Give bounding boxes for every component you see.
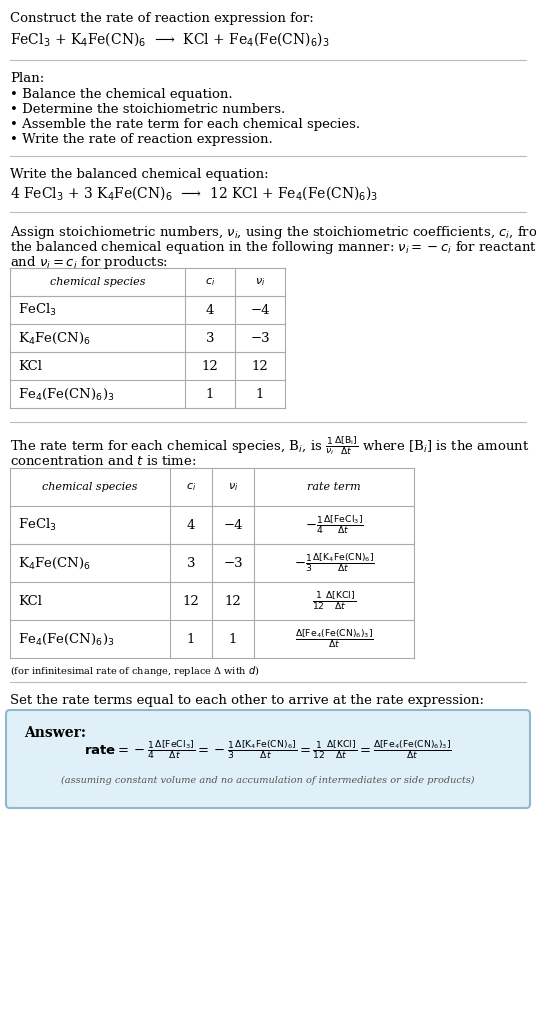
Text: Fe$_4$(Fe(CN)$_6$)$_3$: Fe$_4$(Fe(CN)$_6$)$_3$: [18, 386, 115, 402]
Text: • Balance the chemical equation.: • Balance the chemical equation.: [10, 88, 233, 101]
Text: K$_4$Fe(CN)$_6$: K$_4$Fe(CN)$_6$: [18, 330, 91, 345]
Text: $\frac{\Delta[\mathrm{Fe_4(Fe(CN)_6)_3}]}{\Delta t}$: $\frac{\Delta[\mathrm{Fe_4(Fe(CN)_6)_3}]…: [294, 628, 374, 650]
Text: (assuming constant volume and no accumulation of intermediates or side products): (assuming constant volume and no accumul…: [61, 776, 475, 785]
Text: FeCl$_3$: FeCl$_3$: [18, 517, 57, 533]
Text: KCl: KCl: [18, 360, 42, 372]
Text: Set the rate terms equal to each other to arrive at the rate expression:: Set the rate terms equal to each other t…: [10, 694, 484, 707]
Text: 3: 3: [187, 557, 195, 569]
Text: chemical species: chemical species: [42, 482, 138, 492]
Text: −3: −3: [223, 557, 243, 569]
Text: $\frac{1}{12}\frac{\Delta[\mathrm{KCl}]}{\Delta t}$: $\frac{1}{12}\frac{\Delta[\mathrm{KCl}]}…: [312, 590, 356, 612]
Text: • Assemble the rate term for each chemical species.: • Assemble the rate term for each chemic…: [10, 118, 360, 131]
Text: the balanced chemical equation in the following manner: $\nu_i = -c_i$ for react: the balanced chemical equation in the fo…: [10, 239, 536, 256]
Text: KCl: KCl: [18, 595, 42, 607]
Text: 1: 1: [206, 387, 214, 401]
Text: 12: 12: [251, 360, 269, 372]
Text: Assign stoichiometric numbers, $\nu_i$, using the stoichiometric coefficients, $: Assign stoichiometric numbers, $\nu_i$, …: [10, 224, 536, 241]
Text: chemical species: chemical species: [50, 277, 145, 287]
Text: $c_i$: $c_i$: [205, 276, 215, 288]
Text: Answer:: Answer:: [24, 726, 86, 740]
Text: 12: 12: [202, 360, 218, 372]
Text: 1: 1: [229, 633, 237, 646]
Text: Plan:: Plan:: [10, 72, 44, 85]
Text: concentration and $t$ is time:: concentration and $t$ is time:: [10, 454, 197, 468]
Text: FeCl$_3$ + K$_4$Fe(CN)$_6$  ⟶  KCl + Fe$_4$(Fe(CN)$_6$)$_3$: FeCl$_3$ + K$_4$Fe(CN)$_6$ ⟶ KCl + Fe$_4…: [10, 30, 330, 48]
Text: 1: 1: [256, 387, 264, 401]
Text: $\nu_i$: $\nu_i$: [228, 481, 238, 493]
Text: The rate term for each chemical species, B$_i$, is $\frac{1}{\nu_i}\frac{\Delta[: The rate term for each chemical species,…: [10, 434, 530, 457]
Text: • Write the rate of reaction expression.: • Write the rate of reaction expression.: [10, 133, 273, 146]
Text: 4: 4: [206, 304, 214, 317]
Text: (for infinitesimal rate of change, replace Δ with $d$): (for infinitesimal rate of change, repla…: [10, 664, 260, 678]
Text: $\mathbf{rate} = -\frac{1}{4}\frac{\Delta[\mathrm{FeCl_3}]}{\Delta t} = -\frac{1: $\mathbf{rate} = -\frac{1}{4}\frac{\Delt…: [84, 739, 452, 761]
Text: $c_i$: $c_i$: [186, 481, 196, 493]
Text: −4: −4: [224, 518, 243, 531]
Text: 4 FeCl$_3$ + 3 K$_4$Fe(CN)$_6$  ⟶  12 KCl + Fe$_4$(Fe(CN)$_6$)$_3$: 4 FeCl$_3$ + 3 K$_4$Fe(CN)$_6$ ⟶ 12 KCl …: [10, 184, 378, 201]
Text: $-\frac{1}{3}\frac{\Delta[\mathrm{K_4Fe(CN)_6}]}{\Delta t}$: $-\frac{1}{3}\frac{\Delta[\mathrm{K_4Fe(…: [294, 552, 375, 574]
Text: Fe$_4$(Fe(CN)$_6$)$_3$: Fe$_4$(Fe(CN)$_6$)$_3$: [18, 632, 115, 647]
Text: −4: −4: [250, 304, 270, 317]
Text: 4: 4: [187, 518, 195, 531]
Text: $\nu_i$: $\nu_i$: [255, 276, 265, 288]
Text: −3: −3: [250, 331, 270, 344]
FancyBboxPatch shape: [6, 710, 530, 808]
Text: • Determine the stoichiometric numbers.: • Determine the stoichiometric numbers.: [10, 103, 285, 117]
Text: 12: 12: [183, 595, 199, 607]
Text: Write the balanced chemical equation:: Write the balanced chemical equation:: [10, 168, 269, 181]
Text: rate term: rate term: [307, 482, 361, 492]
Text: FeCl$_3$: FeCl$_3$: [18, 301, 57, 318]
Text: 3: 3: [206, 331, 214, 344]
Text: $-\frac{1}{4}\frac{\Delta[\mathrm{FeCl_3}]}{\Delta t}$: $-\frac{1}{4}\frac{\Delta[\mathrm{FeCl_3…: [304, 513, 363, 537]
Text: Construct the rate of reaction expression for:: Construct the rate of reaction expressio…: [10, 12, 314, 25]
Text: K$_4$Fe(CN)$_6$: K$_4$Fe(CN)$_6$: [18, 555, 91, 570]
Text: and $\nu_i = c_i$ for products:: and $\nu_i = c_i$ for products:: [10, 254, 168, 271]
Text: 1: 1: [187, 633, 195, 646]
Text: 12: 12: [225, 595, 241, 607]
